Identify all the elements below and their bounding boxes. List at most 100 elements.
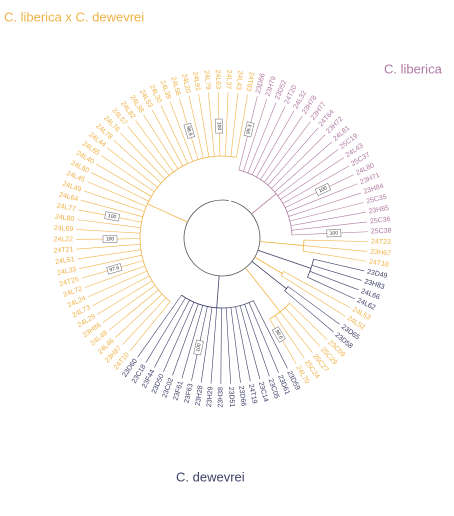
branch [88, 270, 148, 298]
branch [311, 265, 362, 281]
branch [314, 192, 361, 209]
branch [307, 284, 351, 308]
branch [152, 165, 166, 180]
branch [251, 150, 265, 176]
branch [274, 315, 286, 331]
branch [279, 311, 287, 320]
leaf-label: 24L37 [224, 70, 232, 90]
branch [298, 302, 334, 333]
branch [147, 285, 156, 291]
leaf-label: 24L51 [55, 256, 75, 266]
branch [260, 171, 266, 180]
branch [230, 129, 235, 157]
branch [102, 290, 148, 323]
branch [277, 184, 293, 196]
branch [151, 154, 170, 176]
leaf-label: 23H85 [368, 205, 390, 216]
branch [250, 321, 270, 377]
branch [288, 207, 315, 217]
branch-arc [139, 155, 237, 302]
branch [271, 134, 326, 189]
branch [169, 101, 194, 162]
branch [181, 331, 196, 379]
branch [235, 306, 251, 382]
branch [285, 127, 319, 166]
branch [239, 305, 248, 332]
branch [289, 202, 364, 222]
branch [160, 105, 177, 140]
branch [284, 307, 321, 347]
branch [318, 231, 368, 235]
support-value: 100 [107, 213, 117, 221]
branch [309, 221, 368, 229]
branch [76, 244, 132, 250]
branch [284, 203, 294, 208]
branch [91, 172, 141, 198]
branch [113, 139, 155, 178]
leaf-label: 24L79 [202, 70, 211, 90]
branch [264, 167, 276, 183]
branch [143, 114, 174, 162]
branch-stem [216, 275, 220, 308]
branch [253, 300, 288, 369]
leaf-label: 24T23 [371, 239, 391, 246]
support-value: 99.3 [245, 124, 253, 135]
branch [302, 250, 321, 255]
support-box [106, 263, 123, 275]
branch [307, 276, 324, 285]
branch [225, 138, 227, 157]
branch [173, 150, 184, 167]
branch [246, 331, 261, 380]
branch [339, 264, 365, 272]
branch [172, 303, 199, 376]
clade-title: C. liberica x C. dewevrei [4, 9, 144, 24]
branch-stem [251, 261, 287, 290]
branch [245, 98, 268, 163]
branch [76, 229, 114, 232]
branch [291, 149, 339, 185]
branch [189, 301, 195, 311]
support-value: 100 [318, 185, 328, 194]
leaf-label: 24T83 [244, 71, 254, 92]
branch [295, 291, 340, 325]
support-value: 96.6 [274, 329, 284, 341]
support-box [193, 339, 204, 356]
branch-stem [147, 203, 188, 223]
leaf-label: 23D66 [237, 385, 247, 406]
branch [204, 130, 210, 158]
branch [154, 176, 162, 184]
branch [87, 181, 147, 207]
leaf-label: 24L64 [58, 191, 79, 203]
branch [115, 312, 143, 338]
branch [151, 109, 175, 151]
clade-title: C. dewevrei [176, 469, 245, 484]
root-arc [183, 199, 261, 277]
branch [252, 310, 279, 373]
support-box [243, 121, 255, 138]
branch [92, 288, 126, 306]
support-box [326, 229, 342, 238]
support-box [183, 122, 196, 139]
branch [203, 306, 208, 325]
branch [308, 321, 328, 340]
branch [108, 289, 159, 331]
branch [163, 310, 191, 372]
branch [136, 265, 145, 270]
support-value: 100 [195, 343, 203, 353]
support-value: 100 [216, 122, 222, 131]
leaf-label: 24L91 [191, 71, 201, 91]
support-box [271, 326, 286, 343]
leaf-label: 23F63 [184, 383, 195, 404]
branch [233, 92, 239, 130]
branch [320, 253, 367, 262]
branch [247, 156, 255, 174]
branch [125, 260, 144, 266]
leaf-label: 23H67 [370, 249, 391, 258]
branch [283, 271, 308, 285]
branch [125, 211, 143, 218]
support-value: 97.6 [109, 265, 120, 274]
branch [256, 110, 295, 178]
branch [136, 280, 153, 291]
branch [267, 164, 286, 186]
